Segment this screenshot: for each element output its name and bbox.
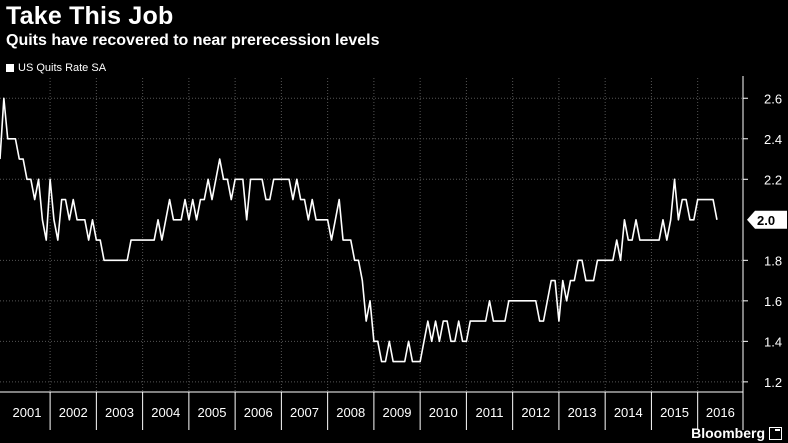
series-layer xyxy=(0,97,718,363)
y-tick-label: 2.2 xyxy=(764,172,782,187)
x-tick-label: 2011 xyxy=(476,405,504,420)
y-tick-label: 2.6 xyxy=(764,91,782,106)
x-tick-label: 2014 xyxy=(614,405,643,420)
x-tick-label: 2012 xyxy=(521,405,550,420)
y-tick-label: 1.6 xyxy=(764,294,782,309)
chart-subtitle: Quits have recovered to near prerecessio… xyxy=(6,32,380,49)
y-tick-label: 2.4 xyxy=(764,132,782,147)
x-tick-label: 2008 xyxy=(336,405,365,420)
legend-label: US Quits Rate SA xyxy=(18,62,107,74)
source-label: Bloomberg xyxy=(691,425,782,441)
y-axis: 1.2 1.4 1.6 1.8 2.2 2.4 2.6 2.0 xyxy=(742,76,787,392)
legend-swatch xyxy=(6,64,14,72)
y-tick-label: 1.2 xyxy=(764,375,782,390)
x-tick-label: 2002 xyxy=(59,405,88,420)
chart-title: Take This Job xyxy=(6,2,174,30)
x-tick-label: 2004 xyxy=(151,405,180,420)
y-tick-label: 1.8 xyxy=(764,253,782,268)
x-tick-label: 2001 xyxy=(13,405,42,420)
x-axis: 2001 2002 2003 2004 2005 2006 2007 2008 2009 2010… xyxy=(0,391,744,430)
legend: US Quits Rate SA xyxy=(6,62,106,74)
x-tick-label: 2006 xyxy=(244,405,273,420)
terminal-icon xyxy=(769,426,782,440)
x-tick-label: 2016 xyxy=(706,405,735,420)
last-value-label: 2.0 xyxy=(757,213,775,228)
x-tick-label: 2013 xyxy=(568,405,597,420)
x-tick-label: 2007 xyxy=(290,405,319,420)
grid-lines xyxy=(0,78,743,392)
series-line-quits-rate xyxy=(0,97,718,363)
x-tick-label: 2010 xyxy=(429,405,458,420)
x-tick-label: 2005 xyxy=(198,405,227,420)
x-tick-label: 2003 xyxy=(105,405,134,420)
source-text: Bloomberg xyxy=(691,425,765,441)
x-tick-label: 2009 xyxy=(383,405,412,420)
last-value-marker xyxy=(747,210,787,229)
y-tick-label: 1.4 xyxy=(764,334,782,349)
x-tick-label: 2015 xyxy=(660,405,689,420)
